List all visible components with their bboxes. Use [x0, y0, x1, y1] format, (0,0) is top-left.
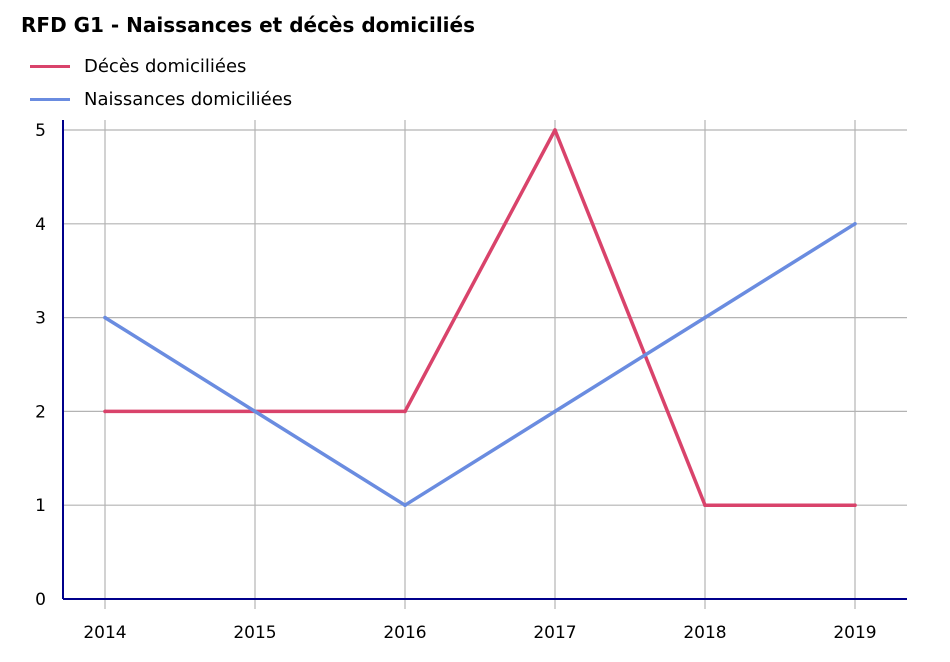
axes: [62, 120, 907, 600]
data-point: [703, 503, 707, 508]
x-tick-label: 2016: [383, 623, 426, 643]
legend-item-deces: Décès domiciliées: [30, 50, 292, 83]
series-lines: [103, 128, 857, 508]
chart-title: RFD G1 - Naissances et décès domiciliés: [21, 13, 476, 37]
series-line-1: [104, 222, 856, 507]
data-point: [103, 315, 107, 320]
legend-item-naissances: Naissances domiciliées: [30, 83, 292, 116]
x-tick-label: 2014: [83, 623, 126, 643]
data-point: [553, 128, 557, 132]
data-point: [103, 409, 107, 414]
y-tick-label: 4: [35, 215, 46, 235]
x-tick-label: 2017: [533, 623, 576, 643]
data-point: [253, 409, 257, 414]
legend-swatch-naissances: [30, 98, 70, 101]
data-point: [853, 503, 857, 508]
y-tick-label: 0: [35, 590, 46, 610]
x-tick-label: 2019: [833, 623, 876, 643]
data-point: [403, 503, 407, 508]
data-point: [553, 409, 557, 414]
tick-labels: 0 1 2 3 4 5 2014 2015 2016 2017 2018 2019: [35, 121, 876, 643]
data-point: [703, 315, 707, 320]
legend-label-naissances: Naissances domiciliées: [84, 89, 293, 110]
x-tick-label: 2018: [683, 623, 726, 643]
legend-swatch-deces: [30, 65, 70, 68]
y-tick-label: 1: [35, 496, 46, 516]
y-tick-label: 3: [35, 309, 46, 329]
series-line-0: [105, 128, 855, 507]
grid: [63, 120, 907, 609]
data-point: [403, 409, 407, 414]
legend-label-deces: Décès domiciliées: [84, 56, 247, 77]
x-tick-label: 2015: [233, 623, 276, 643]
y-tick-label: 5: [35, 121, 46, 141]
y-tick-label: 2: [35, 402, 46, 422]
legend: Décès domiciliées Naissances domiciliées: [30, 50, 292, 116]
data-point: [853, 222, 857, 226]
